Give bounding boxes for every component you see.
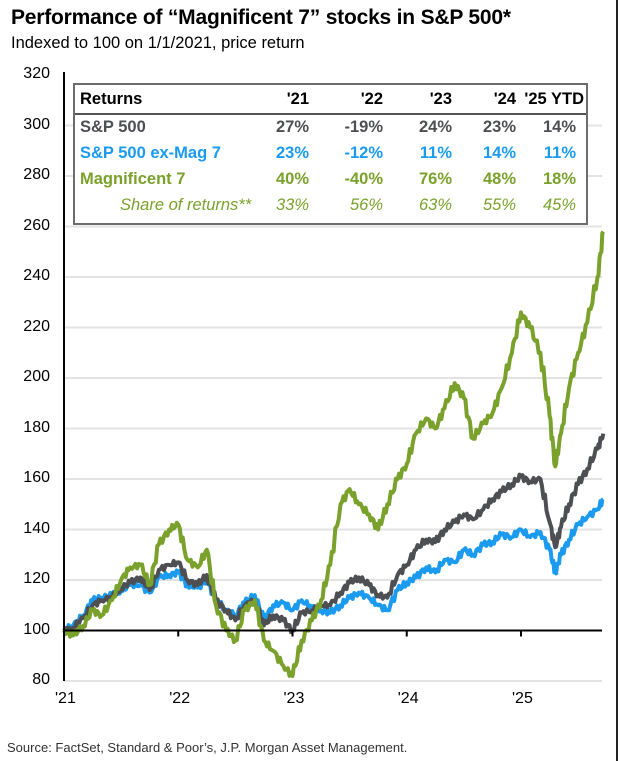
header-year: '21 (286, 90, 309, 108)
header-year: '25 YTD (524, 90, 584, 108)
return-value: 18% (542, 170, 576, 188)
row-label: Magnificent 7 (80, 170, 186, 188)
y-tick-label: 200 (23, 368, 50, 385)
return-value: -40% (344, 170, 383, 188)
x-tick-label: '22 (169, 690, 191, 707)
x-tick-label: '23 (283, 690, 305, 707)
series-line-s-p-500-ex-mag-7 (63, 497, 605, 633)
return-value: 14% (482, 144, 516, 162)
y-tick-label: 220 (23, 317, 50, 335)
y-tick-label: 140 (23, 519, 50, 537)
return-value: 56% (349, 196, 383, 214)
return-value: 23% (482, 118, 516, 136)
return-value: 76% (418, 170, 452, 188)
return-value: 48% (482, 170, 516, 188)
x-tick-label: '24 (397, 690, 419, 707)
y-tick-label: 80 (32, 671, 50, 688)
y-tick-label: 160 (23, 469, 50, 486)
return-value: 40% (275, 170, 309, 188)
return-value: 27% (275, 118, 309, 136)
return-value: 33% (275, 196, 309, 214)
return-value: 63% (418, 196, 452, 214)
return-value: 23% (275, 144, 309, 162)
returns-table-row: Magnificent 7 40% -40% 76% 48% 18% (75, 168, 586, 194)
y-tick-label: 260 (23, 216, 50, 234)
header-year: '22 (360, 90, 383, 108)
row-label: S&P 500 (80, 118, 146, 136)
return-value: 45% (542, 196, 576, 214)
returns-table-header: Returns '21 '22 '23 '24 '25 YTD (75, 88, 586, 115)
return-value: -19% (344, 118, 383, 136)
chart-subtitle: Indexed to 100 on 1/1/2021, price return (11, 34, 305, 52)
returns-table-row: Share of returns** 33% 56% 63% 55% 45% (75, 194, 586, 220)
row-label: S&P 500 ex-Mag 7 (80, 144, 221, 162)
x-tick-label: '21 (55, 690, 76, 707)
series-line-s-p-500 (62, 433, 606, 635)
chart-title: Performance of “Magnificent 7” stocks in… (11, 6, 511, 29)
right-border (616, 0, 618, 761)
return-value: 11% (543, 144, 576, 162)
row-label: Share of returns** (120, 196, 252, 214)
header-label: Returns (80, 90, 143, 108)
y-tick-label: 320 (23, 65, 50, 82)
returns-table-row: S&P 500 ex-Mag 7 23% -12% 11% 14% 11% (75, 142, 586, 168)
return-value: 14% (542, 118, 576, 136)
y-tick-label: 240 (23, 267, 50, 284)
series-lines (62, 230, 606, 678)
series-line-magnificent-7 (62, 230, 605, 678)
return-value: 24% (418, 118, 452, 136)
y-tick-label: 280 (23, 166, 50, 183)
axes (63, 72, 602, 681)
x-tick-label: '25 (512, 690, 533, 707)
return-value: -12% (344, 144, 383, 162)
y-tick-label: 180 (23, 418, 50, 436)
returns-table-row: S&P 500 27% -19% 24% 23% 14% (75, 116, 586, 142)
header-year: '23 (429, 90, 452, 108)
y-tick-label: 300 (23, 115, 50, 133)
return-value: 11% (419, 144, 452, 162)
y-tick-label: 100 (23, 620, 50, 638)
return-value: 55% (482, 196, 516, 214)
header-year: '24 (493, 90, 516, 108)
source-note: Source: FactSet, Standard & Poor’s, J.P.… (7, 740, 408, 755)
returns-table: Returns '21 '22 '23 '24 '25 YTD S&P 500 2… (73, 83, 588, 225)
y-tick-label: 120 (23, 570, 50, 587)
